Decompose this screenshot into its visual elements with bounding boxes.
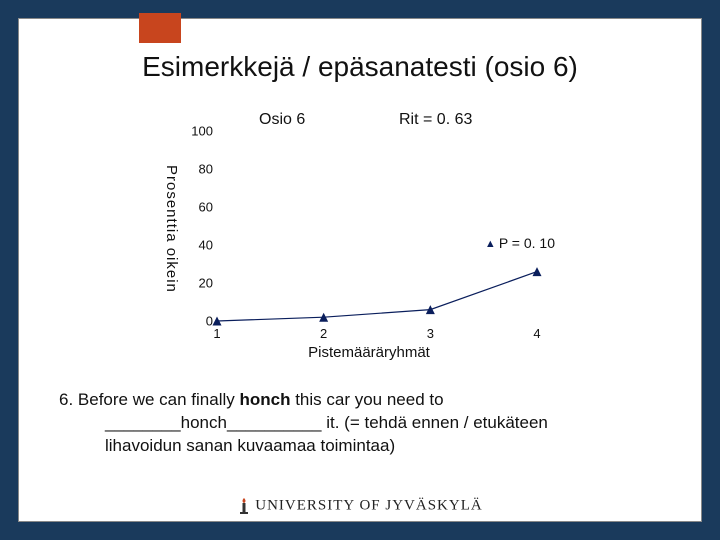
x-tick: 2 (320, 326, 327, 341)
body-line-1: 6. Before we can finally honch this car … (59, 389, 661, 412)
chart-title-left: Osio 6 (259, 111, 305, 129)
body-line2-mid: honch (181, 413, 227, 432)
y-tick: 60 (183, 200, 213, 215)
legend: ▲P = 0. 10 (485, 235, 555, 251)
chart-svg (217, 131, 537, 321)
footer-text: UNIVERSITY OF JYVÄSKYLÄ (255, 497, 482, 513)
body-line-3: lihavoidun sanan kuvaamaa toimintaa) (105, 435, 661, 458)
body-line-2: ________honch__________ it. (= tehdä enn… (105, 412, 661, 435)
body-line1-prefix: 6. Before we can finally (59, 390, 239, 409)
chart-title-right: Rit = 0. 63 (399, 111, 472, 129)
body-blank2: __________ (227, 413, 322, 432)
x-tick: 1 (213, 326, 220, 341)
slide-title: Esimerkkejä / epäsanatesti (osio 6) (19, 51, 701, 83)
body-line2-suffix: it. (= tehdä ennen / etukäteen (322, 413, 548, 432)
triangle-icon: ▲ (485, 238, 496, 250)
y-tick: 20 (183, 276, 213, 291)
y-axis-label: Prosenttia oikein (163, 165, 180, 293)
x-axis-label: Pistemääräryhmät (159, 344, 579, 361)
x-tick: 4 (533, 326, 540, 341)
torch-icon (237, 497, 251, 515)
body-line1-bold: honch (239, 390, 290, 409)
body-line1-suffix: this car you need to (290, 390, 443, 409)
body-text: 6. Before we can finally honch this car … (59, 389, 661, 458)
body-blank1: ________ (105, 413, 181, 432)
chart-container: Osio 6 Rit = 0. 63 Prosenttia oikein 020… (159, 105, 579, 365)
accent-block (139, 13, 181, 43)
y-tick: 0 (183, 314, 213, 329)
footer-logo: UNIVERSITY OF JYVÄSKYLÄ (19, 497, 701, 515)
x-tick: 3 (427, 326, 434, 341)
slide-panel: Esimerkkejä / epäsanatesti (osio 6) Osio… (18, 18, 702, 522)
y-tick: 80 (183, 162, 213, 177)
y-tick: 40 (183, 238, 213, 253)
plot-area: 020406080100 1234 ▲P = 0. 10 (217, 131, 537, 321)
y-tick: 100 (183, 124, 213, 139)
legend-label: P = 0. 10 (499, 235, 555, 251)
